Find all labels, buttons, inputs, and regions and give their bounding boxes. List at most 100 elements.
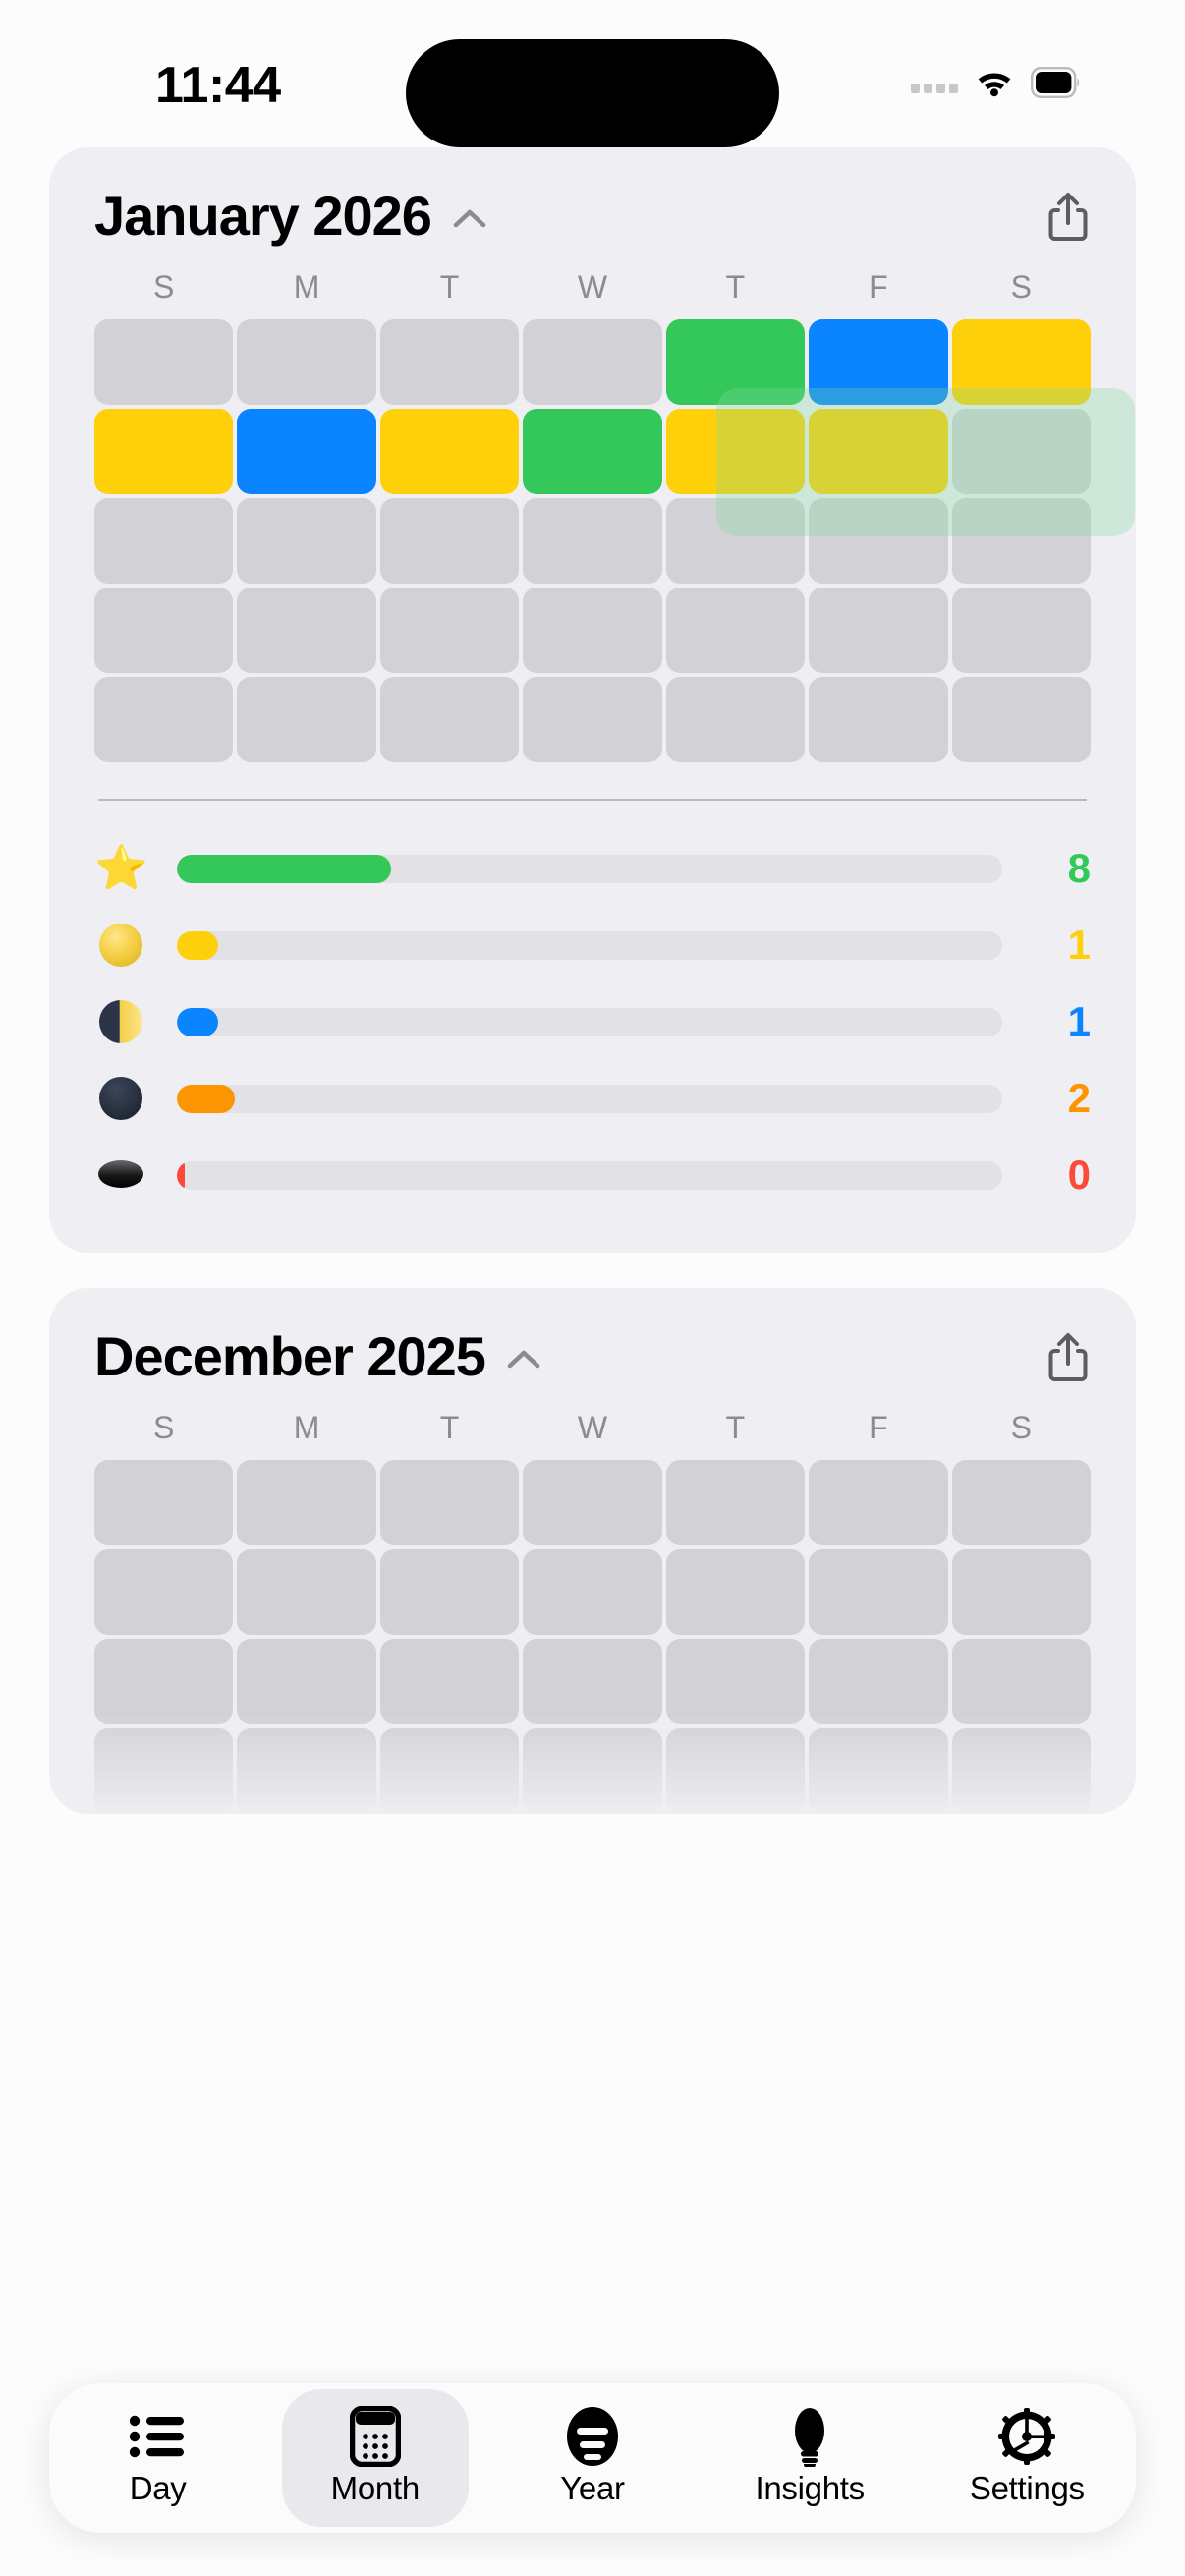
share-icon[interactable]: [1045, 1330, 1091, 1383]
day-cell[interactable]: [809, 1728, 948, 1814]
day-cell[interactable]: [523, 588, 662, 673]
day-cell[interactable]: [237, 1639, 376, 1724]
day-cell[interactable]: [94, 1728, 234, 1814]
day-cell[interactable]: [809, 677, 948, 762]
calendar-icon: [349, 2406, 401, 2467]
day-cell[interactable]: [379, 1460, 520, 1545]
day-cell[interactable]: [237, 1460, 376, 1545]
day-cell[interactable]: [237, 588, 376, 673]
day-cell[interactable]: [809, 1549, 948, 1635]
day-cell[interactable]: [809, 409, 948, 494]
tab-month[interactable]: Month: [281, 2389, 469, 2527]
day-cell[interactable]: [665, 1728, 806, 1814]
day-grid-december[interactable]: [94, 1460, 1091, 1814]
day-cell[interactable]: [523, 1639, 662, 1724]
day-cell[interactable]: [951, 498, 1091, 584]
day-cell[interactable]: [237, 319, 376, 405]
full-moon-icon: [99, 922, 142, 968]
stat-row: 0: [94, 1137, 1091, 1213]
day-cell[interactable]: [523, 409, 662, 494]
day-cell[interactable]: [94, 1460, 234, 1545]
day-cell[interactable]: [94, 409, 234, 494]
day-cell[interactable]: [665, 1549, 806, 1635]
day-cell[interactable]: [523, 1728, 662, 1814]
day-cell[interactable]: [94, 1639, 234, 1724]
stat-progress-track: [177, 1084, 1002, 1113]
day-cell[interactable]: [809, 1460, 948, 1545]
day-cell[interactable]: [237, 409, 376, 494]
weekday-label: T: [439, 269, 460, 305]
month-title-group[interactable]: January 2026: [94, 189, 490, 244]
day-cell[interactable]: [237, 498, 376, 584]
day-cell[interactable]: [665, 498, 806, 584]
day-cell[interactable]: [665, 677, 806, 762]
day-cell[interactable]: [94, 1549, 234, 1635]
day-cell[interactable]: [951, 409, 1091, 494]
day-cell[interactable]: [951, 319, 1091, 405]
day-cell[interactable]: [809, 1639, 948, 1724]
day-cell[interactable]: [94, 677, 234, 762]
day-cell[interactable]: [665, 319, 806, 405]
chevron-up-icon[interactable]: [503, 1333, 544, 1380]
day-cell[interactable]: [94, 498, 234, 584]
day-cell[interactable]: [523, 1549, 662, 1635]
day-cell[interactable]: [665, 1460, 806, 1545]
share-icon[interactable]: [1045, 190, 1091, 243]
day-cell[interactable]: [379, 409, 520, 494]
day-cell[interactable]: [665, 1639, 806, 1724]
tab-year[interactable]: Year: [499, 2389, 686, 2527]
tab-insights[interactable]: Insights: [716, 2389, 903, 2527]
stats-list-january: ⭐ 8 1 1 2 0: [94, 830, 1091, 1213]
day-cell[interactable]: [237, 1549, 376, 1635]
day-cell[interactable]: [379, 588, 520, 673]
half-moon-icon: [99, 998, 142, 1044]
day-cell[interactable]: [379, 677, 520, 762]
tab-day[interactable]: Day: [65, 2389, 252, 2527]
day-cell[interactable]: [809, 498, 948, 584]
day-cell[interactable]: [951, 1549, 1091, 1635]
chevron-up-icon[interactable]: [449, 193, 490, 240]
month-title-group[interactable]: December 2025: [94, 1329, 544, 1384]
stat-progress-fill: [177, 930, 218, 960]
stat-icon-slot: [94, 922, 147, 968]
stat-row: 1: [94, 907, 1091, 983]
day-cell[interactable]: [237, 677, 376, 762]
tab-label: Month: [330, 2470, 421, 2506]
day-cell[interactable]: [951, 677, 1091, 762]
stat-icon-slot: ⭐: [94, 844, 148, 892]
day-cell[interactable]: [951, 1639, 1091, 1724]
tab-settings[interactable]: Settings: [933, 2389, 1120, 2527]
day-cell[interactable]: [94, 588, 234, 673]
day-cell[interactable]: [665, 588, 806, 673]
scroll-content[interactable]: January 2026 S M: [0, 147, 1185, 2576]
day-cell[interactable]: [379, 498, 520, 584]
day-cell[interactable]: [523, 677, 662, 762]
cellular-dots-icon: [911, 72, 958, 93]
day-cell[interactable]: [379, 1549, 520, 1635]
day-cell[interactable]: [951, 1460, 1091, 1545]
day-cell[interactable]: [951, 588, 1091, 673]
stat-progress-track: [177, 1160, 1002, 1190]
list-icon: [129, 2409, 188, 2464]
day-cell[interactable]: [379, 1728, 520, 1814]
day-cell[interactable]: [951, 1728, 1091, 1814]
day-cell[interactable]: [379, 1639, 520, 1724]
day-cell[interactable]: [94, 319, 234, 405]
stat-value: 1: [1067, 922, 1091, 968]
day-cell[interactable]: [237, 1728, 376, 1814]
stat-icon-slot: [94, 1155, 147, 1195]
stat-value: 8: [1067, 845, 1091, 891]
weekday-label: S: [153, 269, 175, 305]
day-cell[interactable]: [809, 319, 948, 405]
month-card-january: January 2026 S M: [49, 147, 1136, 1253]
day-cell[interactable]: [523, 319, 662, 405]
day-cell[interactable]: [523, 498, 662, 584]
day-cell[interactable]: [665, 409, 806, 494]
section-divider: [98, 799, 1087, 801]
day-grid-january[interactable]: [94, 319, 1135, 762]
stat-value: 2: [1067, 1075, 1091, 1121]
star-icon: ⭐: [94, 844, 148, 892]
day-cell[interactable]: [379, 319, 520, 405]
day-cell[interactable]: [523, 1460, 662, 1545]
day-cell[interactable]: [809, 588, 948, 673]
